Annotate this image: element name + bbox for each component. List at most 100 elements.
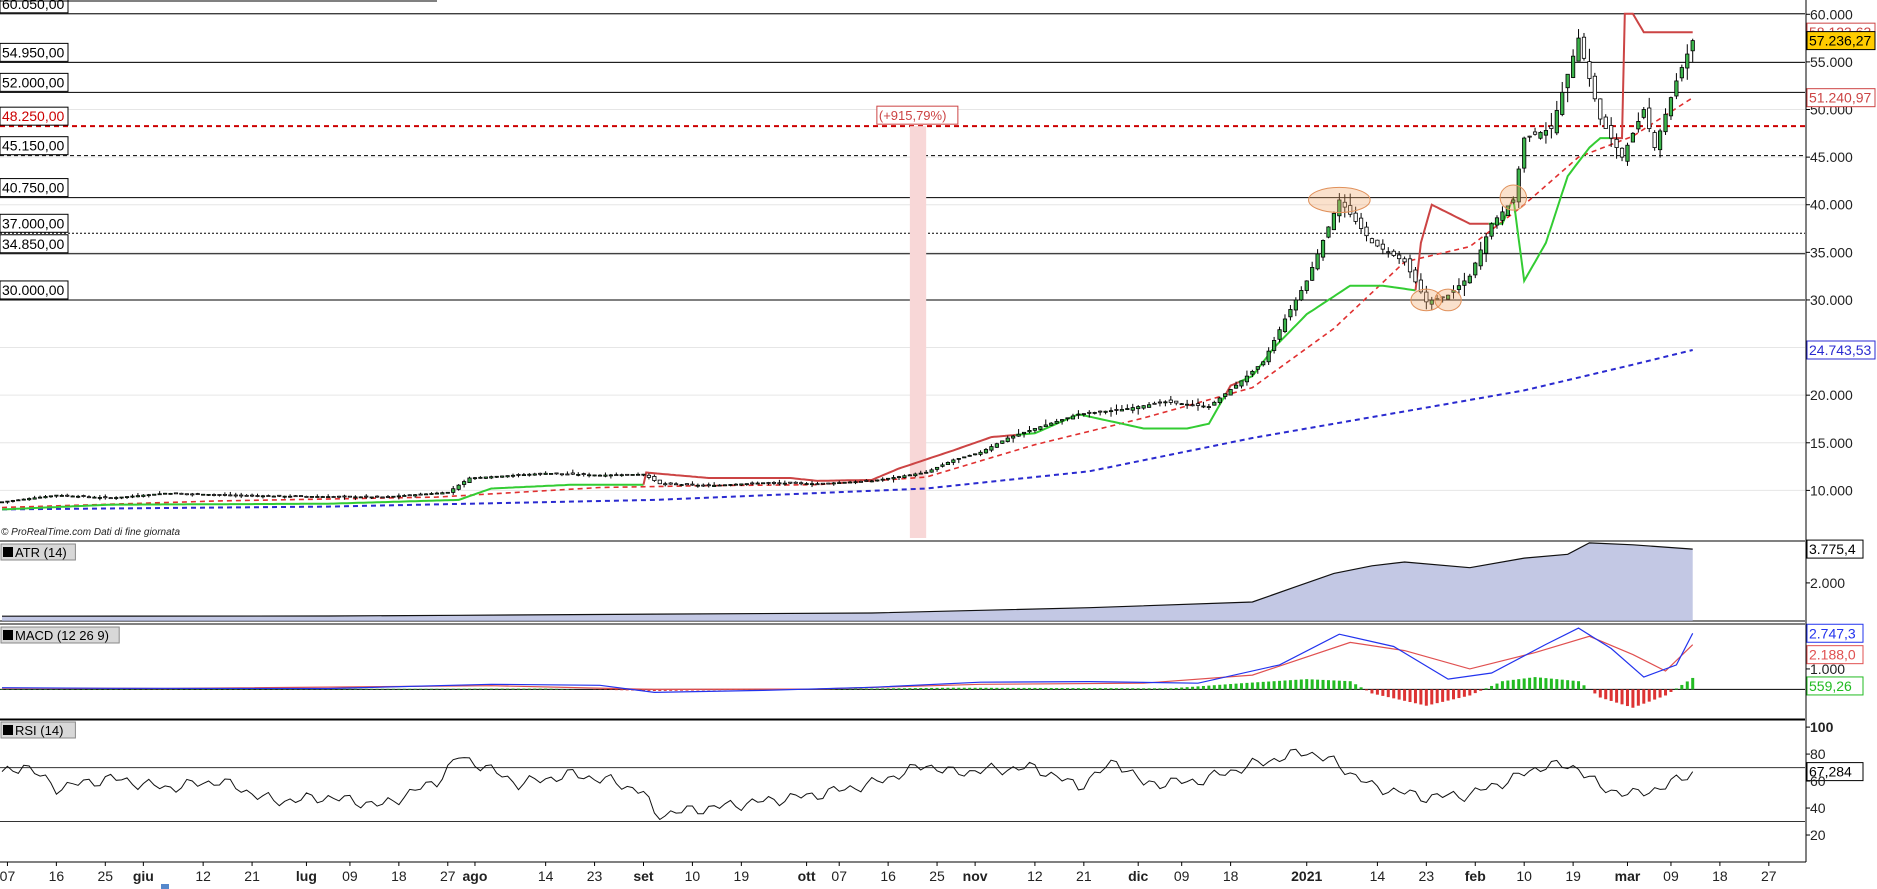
macd-histogram-bar xyxy=(424,688,428,690)
macd-histogram-bar xyxy=(1343,680,1347,690)
macd-histogram-bar xyxy=(1625,689,1629,707)
candle-body xyxy=(831,482,836,485)
macd-histogram-bar xyxy=(391,688,395,690)
macd-histogram-bar xyxy=(1267,681,1271,690)
macd-histogram-bar xyxy=(1419,689,1423,705)
macd-histogram-bar xyxy=(935,687,939,690)
candle-body xyxy=(331,496,336,498)
candle-body xyxy=(1375,239,1380,247)
macd-histogram-bar xyxy=(892,688,896,690)
macd-histogram-bar xyxy=(1299,679,1303,690)
macd-histogram-bar xyxy=(1136,688,1140,690)
candle-body xyxy=(1255,366,1260,370)
candle-body xyxy=(1603,116,1608,129)
candle-body xyxy=(277,494,282,497)
candle-body xyxy=(135,495,140,498)
candle-body xyxy=(1424,291,1429,303)
price-badge-label: 51.240,97 xyxy=(1809,90,1871,106)
candle-body xyxy=(478,476,483,479)
macd-histogram-bar xyxy=(1098,688,1102,690)
candle-body xyxy=(646,474,652,478)
candle-body xyxy=(190,493,195,496)
level-label-box xyxy=(0,0,69,14)
macd-histogram-bar xyxy=(1664,689,1668,696)
level-label: 48.250,00 xyxy=(2,108,64,124)
macd-histogram-bar xyxy=(995,687,999,690)
panel-label: MACD (12 26 9) xyxy=(15,628,109,643)
candle-body xyxy=(86,496,92,499)
candle-body xyxy=(489,476,494,479)
macd-histogram-bar xyxy=(946,687,950,690)
macd-histogram-bar xyxy=(1055,688,1059,690)
candle-body xyxy=(402,495,407,497)
level-label: 60.050,00 xyxy=(2,0,64,12)
candle-body xyxy=(635,473,641,476)
macd-histogram-bar xyxy=(1326,680,1330,690)
candlesticks xyxy=(0,29,1695,504)
horizontal-levels[interactable] xyxy=(0,13,1805,301)
macd-histogram-bar xyxy=(1131,688,1135,690)
macd-histogram-bar xyxy=(1239,683,1243,690)
macd-histogram-bar xyxy=(500,688,504,690)
candle-body xyxy=(1277,329,1282,340)
macd-histogram-bar xyxy=(549,688,553,690)
candle-body xyxy=(168,492,173,495)
candle-body xyxy=(1272,340,1277,351)
macd-histogram-bar xyxy=(957,687,961,690)
macd-histogram-bar xyxy=(468,688,472,690)
macd-histogram-bar xyxy=(511,688,515,690)
macd-histogram-bar xyxy=(1033,687,1037,690)
candle-body xyxy=(799,482,804,485)
candle-body xyxy=(1402,258,1407,263)
macd-histogram-bar xyxy=(1604,689,1608,700)
candle-body xyxy=(1021,431,1027,434)
supertrend-line xyxy=(1512,137,1612,285)
candle-body xyxy=(1636,121,1641,130)
level-label-box xyxy=(0,72,69,92)
macd-histogram-bar xyxy=(940,687,944,690)
macd-histogram-bar xyxy=(843,688,847,690)
candle-body xyxy=(1445,294,1451,300)
candle-body xyxy=(924,471,929,474)
tick-label: 40.000 xyxy=(1810,197,1853,213)
macd-histogram-bar xyxy=(1577,681,1581,690)
macd-histogram-bar xyxy=(1082,688,1086,690)
candle-body xyxy=(973,453,978,456)
macd-histogram-bar xyxy=(1560,679,1564,690)
macd-histogram-bar xyxy=(848,688,852,690)
candle-body xyxy=(1609,125,1614,139)
price-badge xyxy=(1806,340,1876,360)
macd-histogram-bar xyxy=(544,688,548,690)
candle-body xyxy=(554,472,559,475)
candle-body xyxy=(163,492,168,495)
panel-label: RSI (14) xyxy=(15,723,63,738)
macd-histogram-bar xyxy=(1484,688,1488,690)
x-tick-label: 27 xyxy=(440,868,456,884)
macd-histogram-bar xyxy=(266,688,270,690)
x-tick-label: 18 xyxy=(1712,868,1728,884)
candle-body xyxy=(1108,410,1114,413)
candle-body xyxy=(239,494,244,497)
candle-body xyxy=(880,478,885,481)
macd-histogram-bar xyxy=(690,689,694,691)
candle-body xyxy=(1190,404,1195,407)
tick-label: 20.000 xyxy=(1810,387,1853,403)
macd-histogram-bar xyxy=(359,688,363,690)
candle-body xyxy=(1614,138,1619,148)
macd-histogram-bar xyxy=(413,688,417,690)
x-tick-label: 23 xyxy=(587,868,603,884)
candle-body xyxy=(1592,75,1597,100)
candle-body xyxy=(761,482,766,485)
macd-histogram-bar xyxy=(609,689,613,691)
x-tick-label: 23 xyxy=(1419,868,1435,884)
x-tick-label: 09 xyxy=(342,868,358,884)
candle-body xyxy=(1223,393,1228,397)
candle-body xyxy=(179,492,184,495)
candle-body xyxy=(1359,217,1364,229)
macd-histogram-bar xyxy=(1392,689,1396,699)
candle-body xyxy=(1299,290,1304,301)
supertrend-line xyxy=(1015,394,1227,436)
candle-body xyxy=(1331,213,1336,231)
candle-body xyxy=(1413,269,1418,283)
candle-body xyxy=(1288,309,1293,318)
